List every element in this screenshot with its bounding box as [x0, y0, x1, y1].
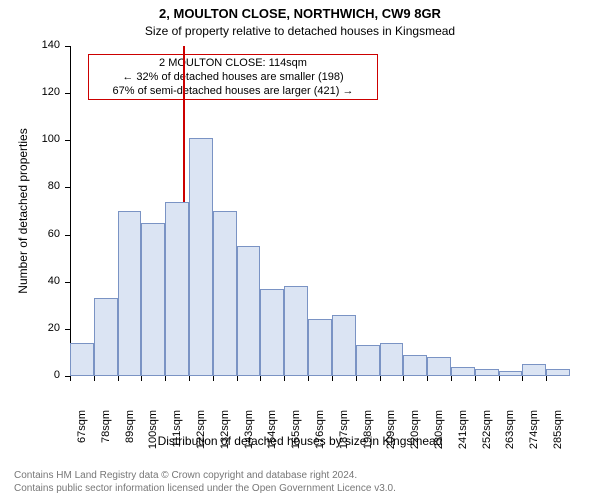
xtick-mark — [499, 376, 500, 381]
histogram-bar — [94, 298, 118, 376]
xtick-label: 154sqm — [266, 410, 278, 460]
xtick-mark — [118, 376, 119, 381]
ytick-label: 0 — [30, 369, 60, 381]
ytick-label: 140 — [30, 39, 60, 51]
annotation-line-3: 67% of semi-detached houses are larger (… — [93, 85, 373, 99]
xtick-label: 187sqm — [338, 410, 350, 460]
xtick-label: 122sqm — [195, 410, 207, 460]
xtick-mark — [403, 376, 404, 381]
xtick-label: 165sqm — [290, 410, 302, 460]
histogram-bar — [380, 343, 404, 376]
xtick-label: 209sqm — [385, 410, 397, 460]
ytick-label: 100 — [30, 133, 60, 145]
xtick-label: 111sqm — [171, 410, 183, 460]
xtick-mark — [475, 376, 476, 381]
xtick-mark — [451, 376, 452, 381]
histogram-bar — [118, 211, 142, 376]
xtick-label: 89sqm — [124, 410, 136, 460]
ytick-mark — [65, 187, 70, 188]
chart-subtitle: Size of property relative to detached ho… — [0, 24, 600, 38]
footer-line-1: Contains HM Land Registry data © Crown c… — [14, 470, 600, 483]
xtick-mark — [284, 376, 285, 381]
ytick-mark — [65, 93, 70, 94]
ytick-mark — [65, 329, 70, 330]
ytick-mark — [65, 235, 70, 236]
xtick-mark — [141, 376, 142, 381]
xtick-mark — [308, 376, 309, 381]
histogram-bar — [546, 369, 570, 376]
xtick-label: 252sqm — [481, 410, 493, 460]
footer: Contains HM Land Registry data © Crown c… — [0, 470, 600, 495]
y-axis-label: Number of detached properties — [16, 46, 30, 376]
xtick-mark — [189, 376, 190, 381]
ytick-label: 20 — [30, 322, 60, 334]
histogram-bar — [237, 246, 261, 376]
histogram-bar — [403, 355, 427, 376]
histogram-bar — [189, 138, 213, 376]
xtick-label: 198sqm — [362, 410, 374, 460]
xtick-label: 274sqm — [528, 410, 540, 460]
footer-line-2: Contains public sector information licen… — [14, 483, 600, 496]
xtick-label: 263sqm — [504, 410, 516, 460]
ytick-label: 40 — [30, 275, 60, 287]
xtick-label: 132sqm — [219, 410, 231, 460]
histogram-bar — [70, 343, 94, 376]
xtick-label: 241sqm — [457, 410, 469, 460]
histogram-bar — [522, 364, 546, 376]
xtick-mark — [522, 376, 523, 381]
xtick-mark — [213, 376, 214, 381]
histogram-bar — [260, 289, 284, 376]
xtick-mark — [332, 376, 333, 381]
histogram-bar — [213, 211, 237, 376]
xtick-label: 67sqm — [76, 410, 88, 460]
xtick-mark — [380, 376, 381, 381]
xtick-mark — [165, 376, 166, 381]
histogram-bar — [165, 202, 189, 376]
ytick-mark — [65, 46, 70, 47]
xtick-mark — [94, 376, 95, 381]
xtick-label: 230sqm — [433, 410, 445, 460]
ytick-label: 120 — [30, 86, 60, 98]
xtick-label: 220sqm — [409, 410, 421, 460]
ytick-mark — [65, 140, 70, 141]
ytick-mark — [65, 282, 70, 283]
histogram-bar — [427, 357, 451, 376]
xtick-label: 285sqm — [552, 410, 564, 460]
histogram-bar — [475, 369, 499, 376]
histogram-bar — [141, 223, 165, 376]
xtick-mark — [237, 376, 238, 381]
ytick-label: 60 — [30, 228, 60, 240]
xtick-mark — [427, 376, 428, 381]
xtick-label: 176sqm — [314, 410, 326, 460]
histogram-bar — [284, 286, 308, 376]
xtick-label: 100sqm — [147, 410, 159, 460]
histogram-bar — [451, 367, 475, 376]
xtick-label: 78sqm — [100, 410, 112, 460]
annotation-line-2: ← 32% of detached houses are smaller (19… — [93, 71, 373, 85]
ytick-label: 80 — [30, 180, 60, 192]
xtick-mark — [546, 376, 547, 381]
annotation-line-1: 2 MOULTON CLOSE: 114sqm — [93, 57, 373, 71]
annotation-box: 2 MOULTON CLOSE: 114sqm ← 32% of detache… — [88, 54, 378, 100]
histogram-bar — [499, 371, 523, 376]
histogram-bar — [308, 319, 332, 376]
xtick-mark — [70, 376, 71, 381]
xtick-mark — [260, 376, 261, 381]
xtick-mark — [356, 376, 357, 381]
xtick-label: 143sqm — [243, 410, 255, 460]
chart-container: { "layout": { "width": 600, "height": 50… — [0, 0, 600, 500]
histogram-bar — [332, 315, 356, 376]
chart-title: 2, MOULTON CLOSE, NORTHWICH, CW9 8GR — [0, 6, 600, 21]
histogram-bar — [356, 345, 380, 376]
